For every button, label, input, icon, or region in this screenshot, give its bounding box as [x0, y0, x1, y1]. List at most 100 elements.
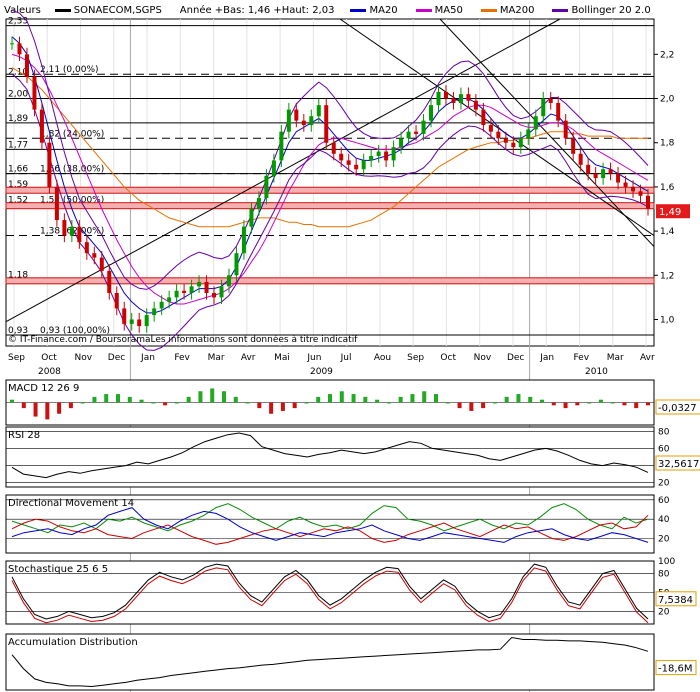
macd-bar	[469, 402, 474, 411]
x-month-label: Aou	[374, 353, 391, 363]
fib-level-label: 1,52 (50,00%)	[40, 196, 104, 206]
macd-bar	[445, 402, 450, 404]
candle-down	[451, 98, 456, 103]
legend-ma50-label: MA50	[434, 4, 463, 16]
candle-down	[443, 91, 448, 99]
macd-bar	[245, 402, 250, 404]
macd-bar	[410, 394, 415, 403]
sub-panel-title: Directional Movement 14	[8, 498, 134, 509]
candle-down	[354, 164, 359, 170]
x-month-label: Avr	[640, 353, 655, 363]
candle-down	[47, 142, 52, 187]
candle-down	[616, 173, 621, 183]
sub-panel-tick-label: 20	[658, 607, 670, 617]
left-level-label: 1,18	[8, 271, 28, 281]
candle-down	[556, 102, 561, 121]
candle-down	[481, 109, 486, 126]
fib-level-label: 0,93 (100,00%)	[40, 326, 110, 336]
candle-down	[578, 153, 583, 165]
candle-down	[99, 257, 104, 271]
left-level-label: 1,59	[8, 180, 28, 190]
sub-panel-title: RSI 28	[8, 430, 40, 441]
candle-up	[406, 131, 411, 139]
sub-panel-value-box	[655, 399, 700, 415]
macd-bar	[434, 394, 438, 403]
candle-down	[122, 308, 127, 324]
candle-up	[361, 160, 366, 170]
sub-panel-tick-label: 80	[658, 427, 670, 437]
sub-panel-value-label: -0,0327	[658, 403, 697, 414]
candle-down	[54, 186, 59, 221]
left-level-label: 2,33	[8, 17, 28, 27]
candle-up	[533, 116, 538, 130]
macd-bar	[174, 402, 179, 404]
candle-up	[159, 301, 164, 309]
candle-down	[137, 319, 142, 327]
chart-legend: Valeurs SONAECOM,SGPS Année +Bas: 1,46 +…	[4, 2, 663, 18]
candle-up	[429, 105, 434, 121]
y-tick-label: 1,8	[660, 139, 675, 149]
candle-up	[189, 286, 194, 293]
candle-up	[309, 116, 314, 126]
candle-up	[526, 129, 531, 139]
x-month-label: Sep	[407, 353, 424, 363]
fib-level-label: 2,11 (0,00%)	[40, 65, 99, 75]
candle-up	[369, 155, 374, 161]
macd-bar	[257, 402, 262, 409]
credit-text: © IT-Finance.com / BoursoramaLes informa…	[8, 334, 358, 345]
macd-bar	[504, 396, 509, 403]
trendline-down-1	[339, 18, 655, 236]
candle-down	[571, 138, 576, 154]
sub-panel-tick-label: 20	[658, 535, 670, 545]
candle-down	[62, 220, 67, 236]
macd-bar	[210, 388, 215, 403]
candle-up	[152, 308, 157, 316]
macd-bar	[45, 402, 50, 420]
macd-bar	[375, 399, 380, 403]
sub-panel-title: MACD 12 26 9	[8, 383, 79, 394]
left-level-label: 1,77	[8, 140, 28, 150]
candle-up	[458, 94, 463, 103]
macd-bar	[363, 396, 368, 403]
candle-down	[339, 153, 344, 161]
fib-level-label: 1,66 (38,00%)	[40, 165, 104, 175]
x-month-label: Jun	[306, 353, 321, 363]
y-tick-label: 1,4	[660, 227, 675, 237]
candle-up	[226, 275, 231, 287]
x-month-label: Jan	[539, 353, 554, 363]
candle-down	[593, 173, 598, 179]
candle-down	[414, 131, 419, 134]
x-year-label: 2008	[38, 367, 61, 377]
candle-up	[167, 297, 172, 302]
macd-bar	[528, 396, 533, 403]
x-month-label: Mai	[274, 353, 290, 363]
candle-up	[279, 131, 284, 161]
candle-down	[24, 54, 29, 77]
macd-bar	[57, 402, 62, 414]
macd-bar	[551, 402, 556, 406]
last-price-box	[656, 204, 690, 219]
x-month-label: Oct	[440, 353, 456, 363]
sub-panel-title: Accumulation Distribution	[8, 637, 138, 648]
macd-bar	[316, 396, 321, 403]
candle-up	[541, 98, 546, 117]
dm-series-line	[11, 507, 649, 543]
candle-down	[182, 290, 187, 293]
candle-down	[384, 151, 389, 161]
legend-header: Valeurs	[4, 4, 41, 16]
candle-down	[503, 138, 508, 143]
indicator-line	[11, 563, 649, 620]
x-month-label: Dec	[108, 353, 125, 363]
x-month-label: Fev	[573, 353, 589, 363]
sub-panel-tick-label: 60	[658, 496, 670, 506]
x-year-label: 2010	[585, 367, 608, 377]
candle-down	[39, 109, 44, 143]
macd-bar	[151, 402, 156, 404]
macd-bar	[492, 402, 497, 404]
macd-bar	[339, 391, 344, 403]
legend-symbol: SONAECOM,SGPS	[54, 5, 162, 16]
sub-panel-tick-label: 100	[658, 557, 675, 567]
candle-down	[511, 142, 516, 148]
red-band	[5, 277, 655, 285]
left-level-label: 1,52	[8, 196, 28, 206]
